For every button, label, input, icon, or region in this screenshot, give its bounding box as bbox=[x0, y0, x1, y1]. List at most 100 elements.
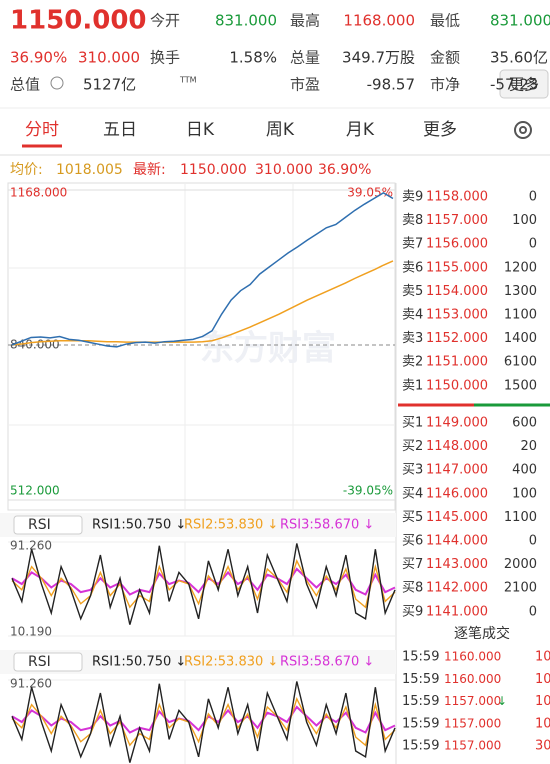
ob-price: 1157.000 bbox=[426, 213, 488, 228]
ob-price: 1154.000 bbox=[426, 284, 488, 299]
ob-volume: 1100 bbox=[504, 308, 537, 323]
ob-price: 1151.000 bbox=[426, 355, 488, 370]
tab[interactable]: 月K bbox=[346, 120, 375, 140]
stat-label: 换手 bbox=[150, 49, 180, 67]
stat-sup: TTM bbox=[179, 76, 197, 85]
ob-volume: 1500 bbox=[504, 378, 537, 393]
stat-label: 金额 bbox=[430, 49, 460, 67]
ob-price: 1156.000 bbox=[426, 237, 488, 252]
stat-label: 总值 bbox=[10, 76, 40, 94]
stat-value: 831.000 bbox=[215, 12, 277, 30]
ob-label: 卖3 bbox=[402, 331, 423, 346]
ob-volume: 1300 bbox=[504, 284, 537, 299]
ob-price: 1158.000 bbox=[426, 190, 488, 205]
latest-change-pct: 36.90% bbox=[318, 162, 371, 178]
ob-volume: 100 bbox=[512, 486, 537, 501]
rsi-line bbox=[11, 543, 396, 625]
ob-price: 1141.000 bbox=[426, 604, 488, 619]
stat-value: 1.58% bbox=[229, 49, 277, 67]
avg-value: 1018.005 bbox=[56, 162, 123, 178]
stat-label: 总量 bbox=[290, 49, 320, 67]
ob-volume: 1100 bbox=[504, 510, 537, 525]
rsi-name: RSI bbox=[28, 654, 51, 670]
y-tick-label: 1168.000 bbox=[10, 186, 67, 200]
tab[interactable]: 周K bbox=[266, 120, 295, 140]
ob-volume: 0 bbox=[529, 534, 537, 549]
price-line bbox=[11, 191, 394, 348]
stat-value: 5127亿 bbox=[83, 76, 136, 94]
ob-volume: 1400 bbox=[504, 331, 537, 346]
tab[interactable]: 分时 bbox=[25, 120, 59, 140]
watermark: 东方财富 bbox=[200, 329, 336, 369]
stat-value: -57.23 bbox=[490, 76, 538, 94]
stat-label: 市净 bbox=[430, 76, 460, 94]
ob-price: 1145.000 bbox=[426, 510, 488, 525]
ob-volume: 400 bbox=[512, 463, 537, 478]
ob-label: 卖1 bbox=[402, 378, 423, 393]
legend-entry: RSI1:50.750 ↓ bbox=[92, 518, 186, 533]
stat-label: 今开 bbox=[150, 12, 180, 30]
ob-volume: 6100 bbox=[504, 355, 537, 370]
stat-label: 最高 bbox=[290, 12, 320, 30]
ob-volume: 1200 bbox=[504, 260, 537, 275]
gear-hub[interactable] bbox=[519, 126, 527, 134]
trade-time: 15:59 bbox=[402, 739, 439, 754]
ob-volume: 2100 bbox=[504, 581, 537, 596]
ob-volume: 600 bbox=[512, 416, 537, 431]
y-tick-label: 91.260 bbox=[10, 539, 52, 553]
ob-label: 买3 bbox=[402, 463, 423, 478]
stat-label: 市盈 bbox=[290, 76, 320, 94]
legend-entry: RSI1:50.750 ↓ bbox=[92, 655, 186, 670]
latest-change: 310.000 bbox=[255, 162, 313, 178]
stat-value: 1168.000 bbox=[343, 12, 415, 30]
more-button[interactable] bbox=[499, 69, 549, 99]
stat-value: 831.000 bbox=[490, 12, 550, 30]
settings-icon[interactable] bbox=[514, 121, 532, 139]
ob-price: 1143.000 bbox=[426, 557, 488, 572]
trade-time: 15:59 bbox=[402, 716, 439, 731]
tab[interactable]: 日K bbox=[186, 120, 215, 140]
pct-tick-label: 39.05% bbox=[347, 186, 393, 200]
ob-volume: 0 bbox=[529, 237, 537, 252]
legend-entry: RSI2:53.830 ↓ bbox=[184, 518, 278, 533]
ob-label: 卖9 bbox=[402, 190, 423, 205]
trade-price: 1160.000 bbox=[444, 672, 501, 686]
trade-price: 1157.000 bbox=[444, 716, 501, 730]
ob-label: 卖7 bbox=[402, 237, 423, 252]
tab[interactable]: 更多 bbox=[423, 120, 457, 140]
trade-volume: 30 bbox=[535, 739, 550, 754]
ob-volume: 2000 bbox=[504, 557, 537, 572]
ob-volume: 20 bbox=[520, 439, 537, 454]
trade-volume: 10 bbox=[535, 694, 550, 709]
price: 1150.000 bbox=[10, 6, 147, 36]
rsi-selector bbox=[13, 515, 83, 535]
trade-price: 1160.000 bbox=[444, 650, 501, 664]
ob-label: 买1 bbox=[402, 416, 423, 431]
latest-label: 最新: bbox=[133, 162, 166, 178]
stat-value: 35.60亿 bbox=[490, 49, 548, 67]
gear[interactable] bbox=[514, 121, 532, 139]
ob-label: 卖5 bbox=[402, 284, 423, 299]
ob-price: 1150.000 bbox=[426, 378, 488, 393]
ob-price: 1144.000 bbox=[426, 534, 488, 549]
latest-value: 1150.000 bbox=[180, 162, 247, 178]
info-icon[interactable] bbox=[50, 76, 64, 90]
ob-label: 卖6 bbox=[402, 260, 423, 275]
trades-title: 逐笔成交 bbox=[454, 625, 510, 642]
avg-line bbox=[11, 260, 394, 346]
ob-price: 1153.000 bbox=[426, 308, 488, 323]
ob-price: 1152.000 bbox=[426, 331, 488, 346]
trade-time: 15:59 bbox=[402, 694, 439, 709]
trade-volume: 10 bbox=[535, 650, 550, 665]
more-button-label[interactable]: 更多 bbox=[509, 76, 539, 94]
change-pct: 36.90% bbox=[10, 49, 67, 67]
trade-volume: 10 bbox=[535, 716, 550, 731]
trade-time: 15:59 bbox=[402, 672, 439, 687]
change: 310.000 bbox=[78, 49, 140, 67]
ob-price: 1149.000 bbox=[426, 416, 488, 431]
legend-entry: RSI3:58.670 ↓ bbox=[280, 655, 374, 670]
tab[interactable]: 五日 bbox=[103, 120, 137, 140]
chart-frame bbox=[7, 182, 396, 511]
trade-time: 15:59 bbox=[402, 650, 439, 665]
